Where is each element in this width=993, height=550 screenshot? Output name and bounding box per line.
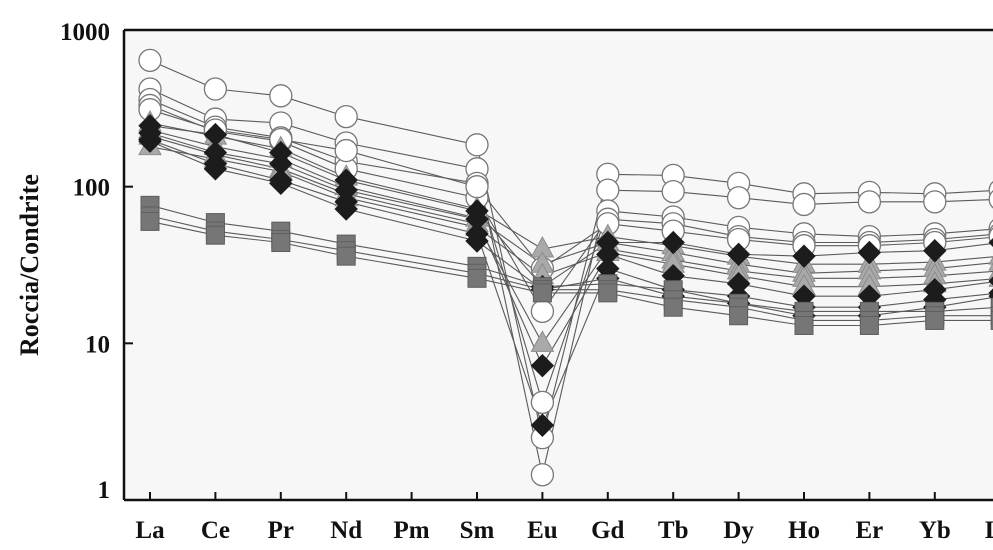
circle-marker: [857, 190, 882, 214]
triangle-marker: [988, 270, 993, 280]
circle-marker: [530, 390, 555, 415]
square-marker: [859, 315, 879, 335]
diamond-marker: [726, 242, 751, 267]
square-marker: [990, 310, 993, 330]
circle-marker: [465, 133, 489, 157]
circle-marker: [269, 84, 293, 108]
triangle-marker: [530, 330, 555, 352]
diamond-marker: [923, 239, 947, 263]
y-ticks: 1 10 100 1000: [60, 19, 133, 504]
circle-marker: [530, 463, 555, 487]
marker-layer: [138, 48, 993, 487]
x-tick-label-lu: Lu: [985, 517, 993, 544]
square-marker: [663, 297, 683, 317]
square-marker: [532, 283, 552, 303]
circle-marker: [465, 175, 489, 199]
triangle-marker: [988, 262, 993, 271]
y-axis-label: Roccia/Condrite: [15, 174, 44, 356]
x-tick-label-ho: Ho: [788, 517, 820, 544]
square-marker: [467, 268, 487, 288]
square-marker: [336, 246, 356, 266]
circle-marker: [792, 192, 816, 217]
diamond-marker: [465, 229, 489, 253]
circle-marker: [726, 186, 751, 210]
diamond-marker: [661, 230, 685, 255]
x-tick-label-gd: Gd: [591, 517, 624, 544]
circle-marker: [988, 190, 993, 209]
x-tick-label-sm: Sm: [460, 517, 495, 544]
circle-marker: [334, 104, 358, 129]
square-marker: [729, 306, 749, 326]
x-tick-label-ce: Ce: [201, 517, 230, 544]
square-marker: [925, 310, 945, 330]
diamond-marker: [138, 129, 162, 153]
diamond-marker: [203, 157, 228, 181]
x-tick-label-pr: Pr: [268, 517, 294, 544]
x-tick-label-la: La: [135, 517, 165, 544]
plot-area-background: [124, 30, 993, 500]
x-tick-label-eu: Eu: [527, 517, 558, 544]
square-marker: [271, 233, 291, 253]
diamond-marker: [857, 240, 882, 265]
x-tick-label-er: Er: [856, 517, 884, 544]
diamond-marker: [792, 244, 816, 268]
circle-marker: [334, 138, 358, 163]
triangle-marker: [988, 256, 993, 265]
square-marker: [598, 283, 618, 303]
y-tick-label: 10: [85, 331, 110, 358]
triangle-marker: [988, 278, 993, 287]
circle-marker: [923, 190, 947, 214]
circle-marker: [596, 178, 620, 202]
square-marker: [140, 211, 160, 231]
diamond-marker: [530, 353, 555, 378]
circle-marker: [138, 48, 162, 73]
diamond-marker: [334, 197, 358, 221]
y-tick-label: 1000: [60, 19, 110, 46]
circle-marker: [661, 179, 685, 204]
x-tick-label-pm: Pm: [394, 517, 430, 544]
y-tick-label: 1: [98, 477, 111, 504]
y-tick-label: 100: [73, 175, 111, 202]
square-marker: [205, 225, 225, 245]
circle-marker: [203, 77, 228, 101]
square-marker: [794, 315, 814, 335]
x-tick-label-tb: Tb: [658, 517, 689, 544]
x-tick-label-yb: Yb: [919, 517, 951, 544]
circle-marker: [530, 299, 555, 324]
diamond-marker: [269, 171, 293, 196]
x-ticks: La Ce Pr Nd Pm Sm Eu Gd Tb Dy Ho Er Yb Lu: [135, 492, 993, 544]
diamond-marker: [530, 413, 555, 437]
x-tick-label-dy: Dy: [723, 517, 754, 544]
x-tick-label-nd: Nd: [330, 517, 362, 544]
